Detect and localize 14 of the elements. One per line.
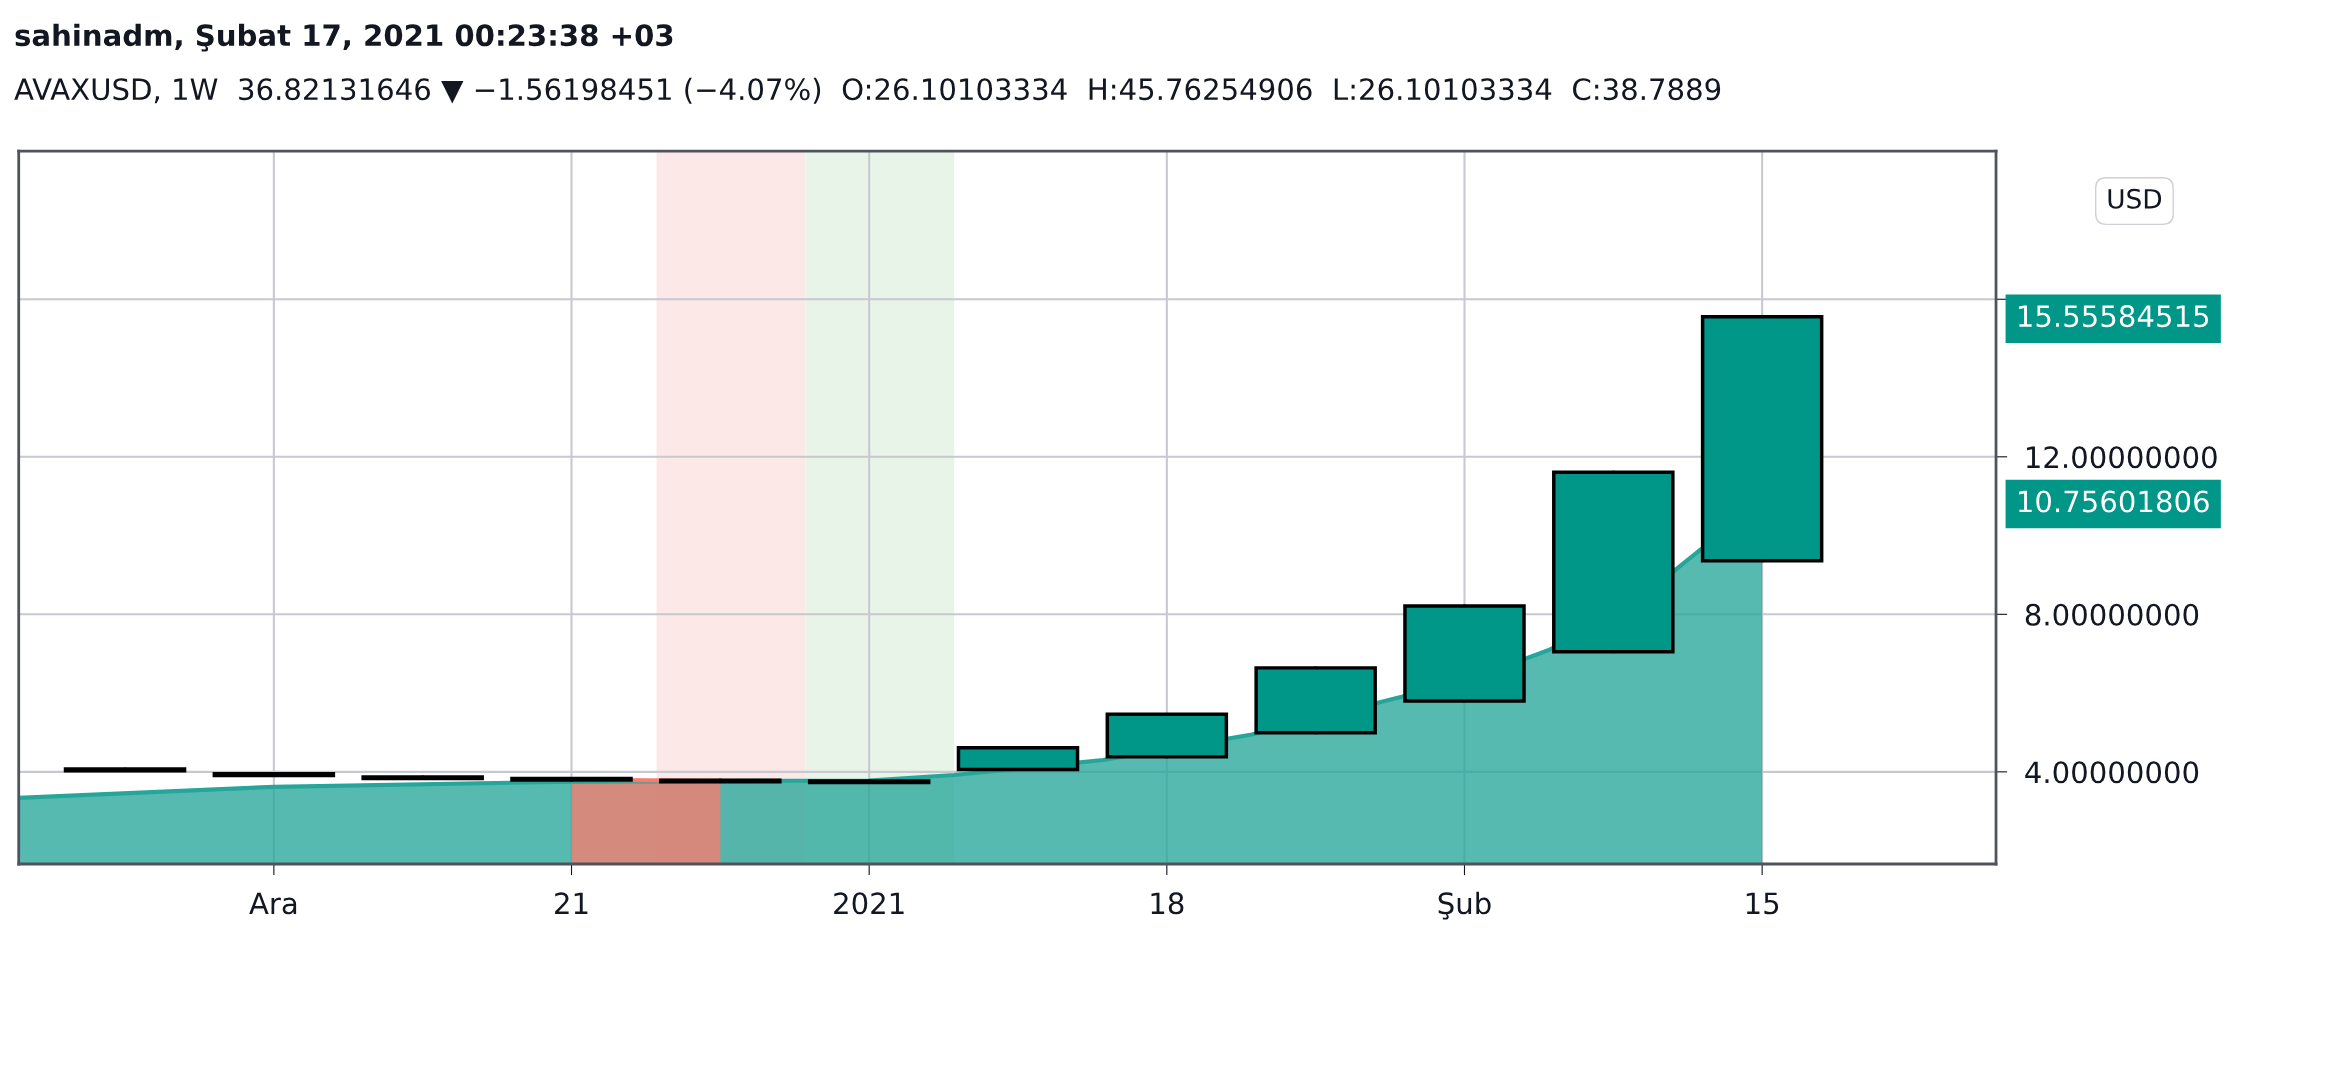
chart-subtitle: AVAXUSD, 1W 36.82131646 ▼ −1.56198451 (−4.07%) O:26.10103334 H:45.76254906 L:26.10103334 C:38.7889 bbox=[14, 77, 1721, 104]
x-tick-label: 15 bbox=[1746, 892, 1779, 915]
x-tick-label: 2021 bbox=[834, 892, 904, 915]
text: 10.75601806 bbox=[2019, 490, 2209, 513]
x-tick-label: Şub bbox=[1438, 891, 1491, 920]
x-tick-label: Ara bbox=[249, 892, 297, 915]
chart-title: sahinadm, Şubat 17, 2021 00:23:38 +03 bbox=[15, 23, 673, 52]
text: USD bbox=[2108, 188, 2162, 209]
x-tick-label: 21 bbox=[555, 892, 588, 914]
y-tick-label: 12.00000000 bbox=[2027, 446, 2217, 469]
y-tick-label: 8.00000000 bbox=[2025, 603, 2199, 626]
x-tick-label: 18 bbox=[1151, 892, 1184, 915]
y-tick-label: 4.00000000 bbox=[2025, 761, 2199, 784]
text: 15.55584515 bbox=[2019, 305, 2209, 328]
